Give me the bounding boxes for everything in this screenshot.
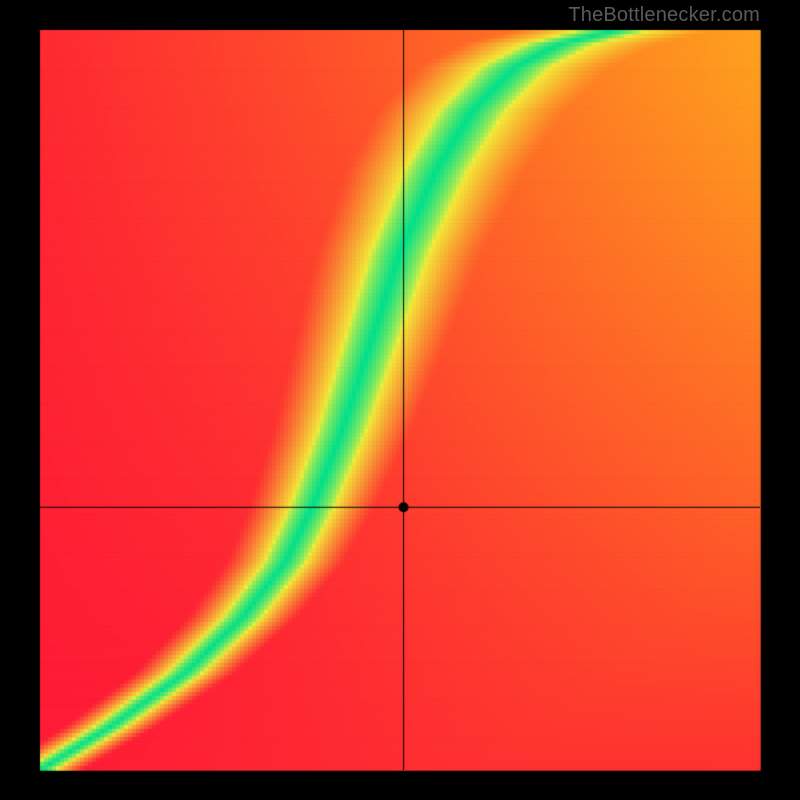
watermark-text: TheBottlenecker.com — [568, 4, 760, 27]
chart-container: TheBottlenecker.com — [0, 0, 800, 800]
bottleneck-heatmap — [0, 0, 800, 800]
